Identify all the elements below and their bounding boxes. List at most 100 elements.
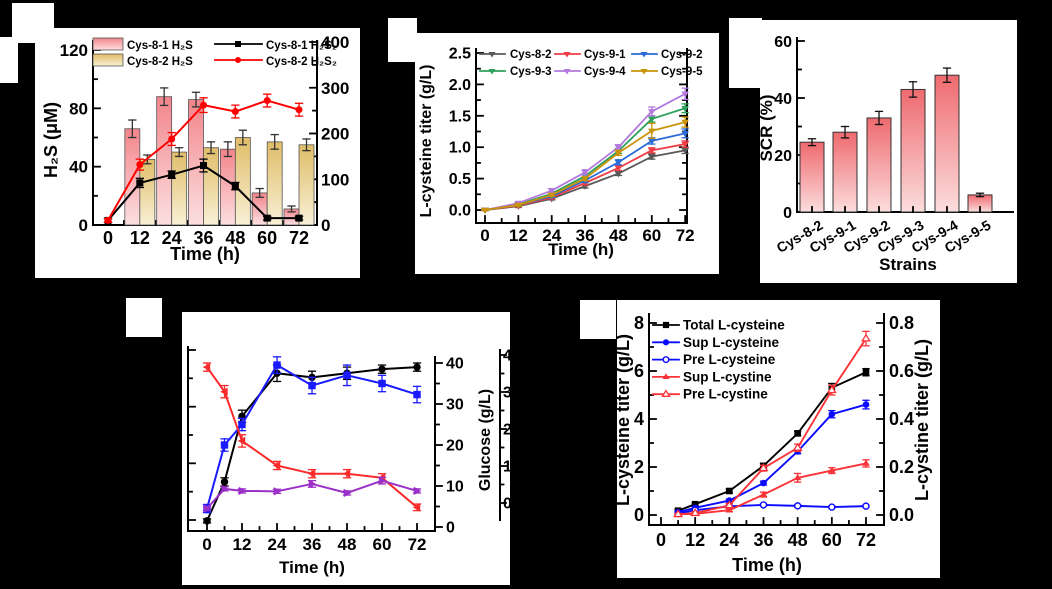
panel-fermentation-chart: 0 12 24 36 48 60 72 Time (h) 0 10 20 30 40 Glucose (g… <box>182 312 512 585</box>
svg-text:1.5: 1.5 <box>449 108 471 125</box>
svg-text:200: 200 <box>321 125 349 144</box>
svg-text:Pre L-cysteine: Pre L-cysteine <box>683 352 776 367</box>
svg-text:20: 20 <box>446 438 464 455</box>
svg-text:400: 400 <box>321 33 349 52</box>
svg-text:Glucose (g/L): Glucose (g/L) <box>477 389 494 491</box>
svg-text:0.6: 0.6 <box>889 361 914 381</box>
svg-text:40: 40 <box>446 356 464 373</box>
svg-text:120: 120 <box>60 41 88 60</box>
svg-text:1.0: 1.0 <box>449 140 471 157</box>
svg-text:H₂S (μM): H₂S (μM) <box>41 102 61 178</box>
svg-text:40: 40 <box>774 91 792 108</box>
svg-text:Cys-8-2 H₂S: Cys-8-2 H₂S <box>127 56 193 68</box>
svg-text:Pre L-cystine: Pre L-cystine <box>683 387 768 402</box>
svg-text:36: 36 <box>193 228 213 248</box>
svg-text:20: 20 <box>774 148 792 165</box>
svg-text:60: 60 <box>257 228 277 248</box>
svg-text:24: 24 <box>162 228 182 248</box>
svg-text:300: 300 <box>321 79 349 98</box>
panel-label-box-e <box>580 300 616 339</box>
svg-text:36: 36 <box>753 530 773 550</box>
panel-h2s-chart: 0 40 80 120 0 100 200 300 400 0 12 24 36 48 60 72 H₂S (μ… <box>35 28 360 278</box>
svg-text:12: 12 <box>509 226 528 245</box>
svg-text:Cys-9-2: Cys-9-2 <box>661 49 703 61</box>
svg-text:0: 0 <box>202 535 211 554</box>
svg-text:80: 80 <box>69 99 88 118</box>
svg-text:Sup L-cystine: Sup L-cystine <box>683 369 772 384</box>
svg-text:60: 60 <box>774 34 792 51</box>
svg-text:Cys-9-3: Cys-9-3 <box>510 66 552 78</box>
svg-text:Sup L-cysteine: Sup L-cysteine <box>683 335 780 350</box>
svg-text:2.5: 2.5 <box>449 46 471 63</box>
svg-text:48: 48 <box>225 228 245 248</box>
svg-text:L-cysteine titer (g/L): L-cysteine titer (g/L) <box>418 65 435 218</box>
scr-bar-chart: 0204060Cys-8-2Cys-9-1Cys-9-2Cys-9-3Cys-9… <box>757 34 1014 274</box>
svg-text:72: 72 <box>676 226 695 245</box>
svg-text:Cys-9-4: Cys-9-4 <box>584 66 626 78</box>
svg-text:0: 0 <box>446 520 455 537</box>
svg-text:0: 0 <box>634 505 644 525</box>
svg-text:48: 48 <box>609 226 628 245</box>
svg-text:60: 60 <box>373 535 392 554</box>
svg-text:Time (h): Time (h) <box>170 244 240 264</box>
cysteine-titer-line-chart: 0.0 0.5 1.0 1.5 2.0 2.5 0 12 24 36 48 60 72 L-cystein… <box>418 46 703 260</box>
svg-text:0: 0 <box>783 205 792 222</box>
svg-text:48: 48 <box>788 530 808 550</box>
panel-cystine-chart: 0 2 4 6 8 0.0 0.2 0.4 0.6 0.8 0 12 24 36 48 60 72 L-cyste… <box>613 300 940 578</box>
svg-text:36: 36 <box>303 535 322 554</box>
svg-text:60: 60 <box>822 530 842 550</box>
svg-text:3: 3 <box>503 385 510 402</box>
svg-text:L-cysteine titer (g/L): L-cysteine titer (g/L) <box>617 334 633 506</box>
svg-text:24: 24 <box>719 530 739 550</box>
svg-text:Total L-cysteine: Total L-cysteine <box>683 318 785 333</box>
svg-text:0: 0 <box>79 216 88 235</box>
svg-text:0.8: 0.8 <box>889 313 914 333</box>
white-patch <box>0 37 18 83</box>
panel-cysteine-strains-chart: 0.0 0.5 1.0 1.5 2.0 2.5 0 12 24 36 48 60 72 L-cystein… <box>415 33 719 274</box>
svg-text:100: 100 <box>321 170 349 189</box>
svg-text:24: 24 <box>542 226 561 245</box>
svg-text:Time (h): Time (h) <box>732 555 802 575</box>
svg-text:Time (h): Time (h) <box>279 558 345 577</box>
svg-text:0.5: 0.5 <box>449 171 471 188</box>
svg-text:0: 0 <box>503 496 510 513</box>
svg-text:2.0: 2.0 <box>449 77 471 94</box>
svg-text:Cys-9-5: Cys-9-5 <box>661 66 703 78</box>
h2s-dual-axis-chart: 0 40 80 120 0 100 200 300 400 0 12 24 36 48 60 72 H₂S (μ… <box>41 33 349 264</box>
svg-text:24: 24 <box>268 535 287 554</box>
svg-text:12: 12 <box>233 535 252 554</box>
svg-text:SCR (%): SCR (%) <box>760 94 776 161</box>
svg-text:Time (h): Time (h) <box>548 240 614 259</box>
svg-text:0.4: 0.4 <box>889 409 914 429</box>
svg-text:4: 4 <box>503 348 510 365</box>
svg-text:Cys-9-1: Cys-9-1 <box>584 49 626 61</box>
svg-text:72: 72 <box>856 530 876 550</box>
svg-text:30: 30 <box>446 397 464 414</box>
svg-text:12: 12 <box>685 530 705 550</box>
svg-text:0: 0 <box>480 226 489 245</box>
svg-text:0.0: 0.0 <box>449 203 471 220</box>
svg-text:Cys-8-1 H₂S: Cys-8-1 H₂S <box>127 40 193 52</box>
svg-text:48: 48 <box>338 535 357 554</box>
svg-text:0: 0 <box>656 530 666 550</box>
panel-label-box-d <box>126 298 162 337</box>
svg-text:60: 60 <box>642 226 661 245</box>
svg-text:2: 2 <box>634 457 644 477</box>
svg-text:Strains: Strains <box>879 255 937 274</box>
svg-text:36: 36 <box>576 226 595 245</box>
svg-text:40: 40 <box>69 158 88 177</box>
panel-label-box-b <box>388 18 417 62</box>
svg-text:Cys-8-2: Cys-8-2 <box>510 49 552 61</box>
panel-label-box-c <box>729 18 762 88</box>
svg-text:72: 72 <box>289 228 309 248</box>
svg-text:12: 12 <box>130 228 150 248</box>
svg-text:Cys-8-1 H₂S₂: Cys-8-1 H₂S₂ <box>266 40 337 52</box>
panel-scr-chart: 0 20 40 60 Cys-8-2 Cys-9-1 Cys-9-2 Cys-9-3 Cys-9… <box>757 20 1017 283</box>
svg-text:Cys-8-2 H₂S₂: Cys-8-2 H₂S₂ <box>266 56 337 68</box>
svg-text:72: 72 <box>408 535 427 554</box>
svg-text:1: 1 <box>503 459 510 476</box>
svg-text:0: 0 <box>103 228 113 248</box>
